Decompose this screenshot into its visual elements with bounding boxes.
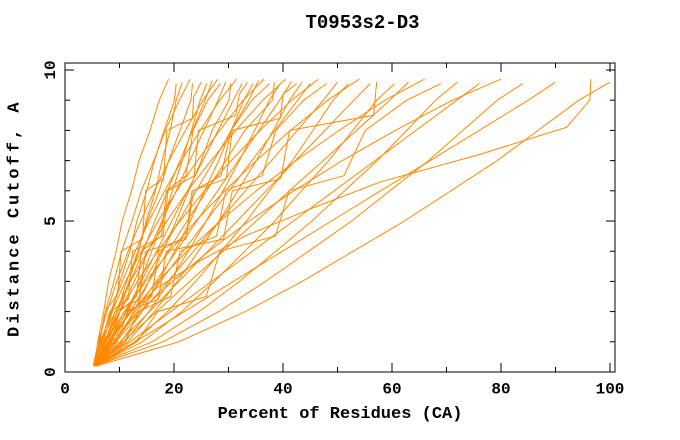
model-curve [95, 83, 442, 367]
model-curve [92, 78, 219, 367]
model-curve [94, 81, 227, 367]
x-axis-tick-label: 0 [60, 380, 70, 398]
y-axis-tick-label: 10 [42, 60, 60, 79]
chart-title: T0953s2-D3 [305, 12, 420, 34]
model-curve [93, 83, 349, 367]
model-curve [94, 78, 170, 367]
model-curve [94, 83, 524, 367]
model-curve [94, 81, 338, 367]
model-curve [96, 83, 327, 367]
plot-frame [64, 62, 616, 373]
model-curve [93, 81, 458, 367]
model-curve [96, 81, 611, 367]
x-axis-title: Percent of Residues (CA) [217, 405, 463, 424]
model-curve [94, 80, 259, 367]
model-curve [94, 78, 319, 367]
x-axis-tick-label: 40 [273, 380, 292, 398]
x-axis-tick-label: 80 [491, 380, 510, 398]
x-axis-tick-label: 20 [164, 380, 183, 398]
x-axis-tick-label: 60 [382, 380, 401, 398]
model-curve [94, 82, 378, 367]
model-curve [97, 81, 292, 367]
model-curve [93, 78, 287, 367]
model-curve [95, 78, 360, 367]
model-curve [93, 81, 183, 367]
model-curve [93, 81, 249, 367]
model-curve [95, 83, 254, 367]
model-curve [94, 83, 297, 367]
model-curve [94, 80, 213, 367]
model-curve [95, 81, 409, 367]
model-curve [92, 78, 265, 367]
model-curve [95, 81, 556, 367]
model-curve [93, 83, 232, 367]
model-curve [94, 81, 303, 367]
model-curve [94, 78, 502, 367]
y-axis-tick-label: 0 [42, 367, 60, 377]
model-curve [96, 83, 221, 367]
model-curve [96, 83, 371, 367]
x-axis-tick-label: 100 [596, 380, 625, 398]
model-curve [96, 83, 177, 367]
y-axis-tick-label: 5 [42, 216, 60, 226]
model-curve [94, 79, 592, 367]
model-curve [96, 83, 480, 367]
